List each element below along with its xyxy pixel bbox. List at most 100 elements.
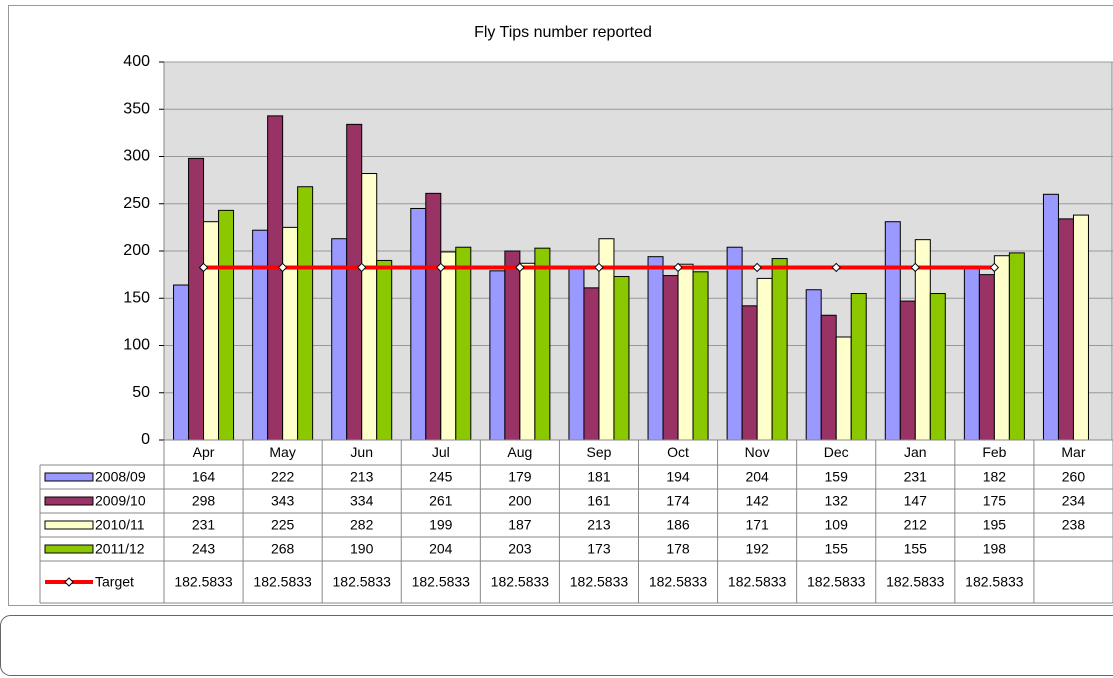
bar bbox=[899, 300, 916, 441]
x-tick-label: Dec bbox=[824, 444, 849, 460]
bar bbox=[756, 277, 773, 441]
bar bbox=[410, 207, 427, 441]
table-value: 182.5833 bbox=[886, 574, 945, 590]
y-tick-label: 50 bbox=[132, 384, 150, 401]
legend-key-marker bbox=[64, 577, 74, 587]
x-tick-label: Jan bbox=[904, 444, 927, 460]
bar bbox=[489, 270, 506, 441]
bar bbox=[993, 255, 1010, 441]
bar bbox=[173, 284, 190, 441]
table-value: 198 bbox=[983, 541, 1007, 557]
x-tick-label: Nov bbox=[745, 444, 770, 460]
bar bbox=[376, 259, 393, 441]
legend-label: 2008/09 bbox=[95, 469, 146, 485]
bar bbox=[203, 221, 220, 441]
y-tick-label: 250 bbox=[123, 195, 150, 212]
target-marker bbox=[198, 262, 209, 273]
table-value: 159 bbox=[825, 469, 849, 485]
table-value: 164 bbox=[192, 469, 216, 485]
table-value: 171 bbox=[745, 517, 769, 533]
table-value: 225 bbox=[271, 517, 295, 533]
bar bbox=[820, 314, 837, 441]
bar bbox=[282, 226, 299, 441]
legend-label: 2010/11 bbox=[95, 517, 145, 533]
bar bbox=[1057, 218, 1074, 441]
y-tick-label: 300 bbox=[123, 148, 150, 165]
bar bbox=[929, 293, 946, 441]
table-value: 186 bbox=[666, 517, 690, 533]
table-value: 161 bbox=[587, 493, 611, 509]
y-tick-label: 0 bbox=[141, 431, 150, 448]
x-tick-label: May bbox=[269, 444, 295, 460]
bar bbox=[771, 258, 788, 441]
table-value: 182.5833 bbox=[174, 574, 233, 590]
bar bbox=[504, 250, 521, 441]
table-value: 213 bbox=[587, 517, 611, 533]
legend-key bbox=[44, 496, 94, 506]
bar bbox=[346, 123, 363, 441]
legend-key bbox=[44, 544, 94, 554]
bar bbox=[1072, 214, 1089, 441]
bar bbox=[583, 287, 600, 441]
table-value: 231 bbox=[192, 517, 216, 533]
bar bbox=[1008, 252, 1025, 441]
table-value: 268 bbox=[271, 541, 295, 557]
bar bbox=[726, 246, 743, 441]
table-value: 182 bbox=[983, 469, 1007, 485]
table-value: 109 bbox=[825, 517, 849, 533]
x-tick-label: Mar bbox=[1061, 444, 1085, 460]
table-value: 132 bbox=[825, 493, 849, 509]
bar bbox=[568, 268, 585, 441]
table-value: 142 bbox=[745, 493, 769, 509]
table-value: 155 bbox=[825, 541, 849, 557]
table-value: 175 bbox=[983, 493, 1007, 509]
target-marker bbox=[831, 262, 841, 273]
table-value: 343 bbox=[271, 493, 295, 509]
bar bbox=[1042, 193, 1059, 441]
table-value: 231 bbox=[904, 469, 928, 485]
table-value: 187 bbox=[508, 517, 532, 533]
table-value: 182.5833 bbox=[570, 574, 629, 590]
table-value: 182.5833 bbox=[491, 574, 550, 590]
bar bbox=[188, 157, 205, 441]
target-marker bbox=[357, 262, 367, 273]
target-marker bbox=[910, 262, 920, 273]
x-tick-label: Oct bbox=[667, 444, 689, 460]
bar bbox=[267, 115, 284, 441]
table-value: 298 bbox=[192, 493, 216, 509]
bar bbox=[218, 209, 235, 441]
bar bbox=[297, 186, 314, 441]
table-value: 238 bbox=[1062, 517, 1086, 533]
table-value: 222 bbox=[271, 469, 295, 485]
table-value: 182.5833 bbox=[253, 574, 312, 590]
table-value: 194 bbox=[666, 469, 690, 485]
bar bbox=[662, 275, 679, 441]
legend-label: 2009/10 bbox=[95, 493, 146, 509]
target-marker bbox=[752, 262, 762, 273]
target-marker bbox=[436, 262, 446, 273]
table-value: 234 bbox=[1062, 493, 1086, 509]
table-value: 195 bbox=[983, 517, 1007, 533]
table-value: 174 bbox=[666, 493, 690, 509]
legend-key bbox=[44, 520, 94, 530]
target-marker bbox=[594, 262, 604, 273]
table-value: 204 bbox=[745, 469, 769, 485]
table-value: 261 bbox=[429, 493, 453, 509]
x-tick-label: Feb bbox=[982, 444, 1006, 460]
table-value: 173 bbox=[587, 541, 611, 557]
table-value: 182.5833 bbox=[965, 574, 1024, 590]
table-value: 182.5833 bbox=[807, 574, 866, 590]
table-value: 213 bbox=[350, 469, 374, 485]
bar bbox=[361, 173, 378, 441]
bar bbox=[252, 229, 269, 441]
bar bbox=[647, 256, 664, 441]
bar bbox=[963, 267, 980, 441]
legend-key bbox=[44, 472, 94, 482]
table-value: 243 bbox=[192, 541, 216, 557]
table-value: 282 bbox=[350, 517, 374, 533]
table-value: 203 bbox=[508, 541, 532, 557]
legend-label: 2011/12 bbox=[95, 541, 145, 557]
table-value: 182.5833 bbox=[412, 574, 471, 590]
table-value: 178 bbox=[666, 541, 690, 557]
bar bbox=[677, 263, 694, 441]
